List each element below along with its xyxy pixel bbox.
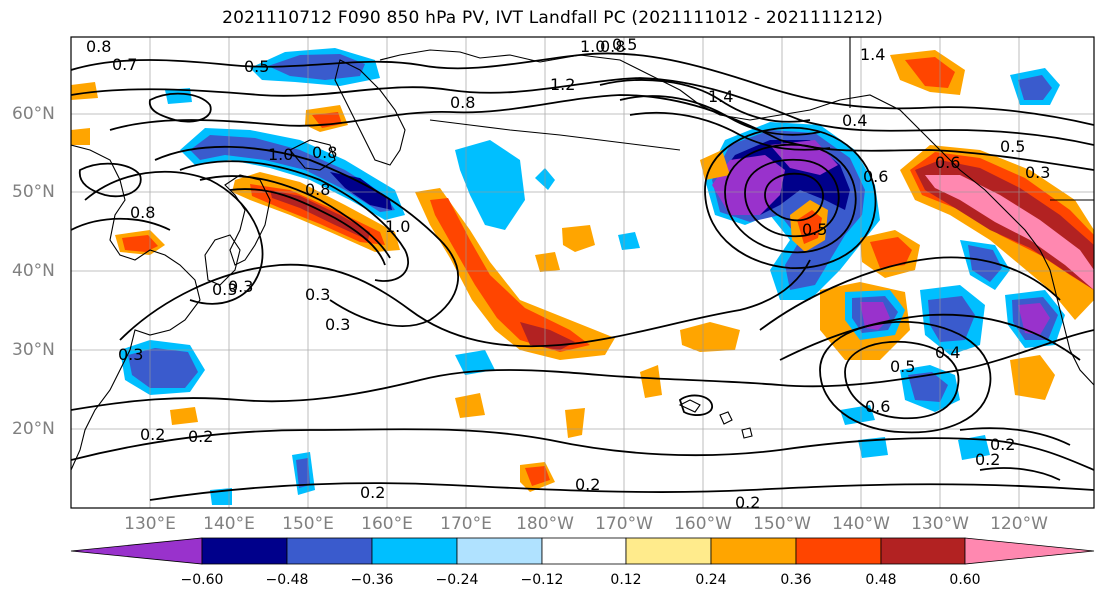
colorbar <box>70 537 1095 565</box>
colorbar-tick-label: −0.48 <box>265 572 309 588</box>
contour-label: 0.3 <box>325 315 350 334</box>
contour-label: 1.0 <box>268 145 293 164</box>
contour-label: 0.8 <box>600 37 625 56</box>
contour-label: 0.6 <box>865 397 890 416</box>
latitude-label: 40°N <box>12 261 55 281</box>
colorbar-segment <box>201 537 288 565</box>
ivt-contours <box>71 52 1094 501</box>
colorbar-tick-label: 0.12 <box>610 572 642 588</box>
contour-label: 0.4 <box>842 111 867 130</box>
contour-label: 0.5 <box>802 220 827 239</box>
map-frame <box>70 36 1095 509</box>
latitude-label: 30°N <box>12 340 55 360</box>
coastlines <box>71 37 1094 471</box>
colorbar-tick-label: −0.12 <box>520 572 564 588</box>
latitude-label: 60°N <box>12 104 55 124</box>
contour-label: 0.2 <box>575 475 600 494</box>
colorbar-tick-label: −0.24 <box>435 572 479 588</box>
contour-label: 0.6 <box>863 167 888 186</box>
longitude-label: 170°W <box>595 514 653 534</box>
contour-label: 0.2 <box>140 425 165 444</box>
contour-label: 0.5 <box>244 57 269 76</box>
longitude-label: 160°E <box>361 514 413 534</box>
contour-label: 1.4 <box>860 45 885 64</box>
longitude-label: 120°W <box>990 514 1048 534</box>
contour-label: 1.0 <box>385 217 410 236</box>
colorbar-segment <box>286 537 373 565</box>
contour-label: 0.2 <box>990 435 1015 454</box>
contour-label: 0.8 <box>450 93 475 112</box>
longitude-label: 150°E <box>282 514 334 534</box>
longitude-label: 130°W <box>911 514 969 534</box>
longitude-label: 170°E <box>440 514 492 534</box>
latitude-label: 50°N <box>12 182 55 202</box>
colorbar-segment <box>456 537 543 565</box>
colorbar-segment <box>541 537 627 565</box>
contour-label: 0.4 <box>935 343 960 362</box>
colorbar-tick-label: 0.24 <box>695 572 727 588</box>
contour-label: 0.2 <box>188 427 213 446</box>
contour-label: 0.3 <box>228 277 253 296</box>
colorbar-segment <box>880 537 966 565</box>
contour-label: 0.8 <box>130 203 155 222</box>
colorbar-tick-label: 0.48 <box>865 572 897 588</box>
colorbar-tick-label: −0.36 <box>350 572 394 588</box>
colorbar-segment <box>70 537 203 565</box>
contour-label: 0.2 <box>975 450 1000 469</box>
colorbar-segment <box>710 537 797 565</box>
longitude-label: 130°E <box>124 514 176 534</box>
colorbar-tick-label: 0.60 <box>949 572 981 588</box>
colorbar-segment <box>625 537 712 565</box>
colorbar-segment <box>795 537 882 565</box>
contour-label: 1.4 <box>708 87 733 106</box>
contour-label: 1.2 <box>550 75 575 94</box>
contour-label: 0.5 <box>890 357 915 376</box>
contour-label: 0.3 <box>118 345 143 364</box>
contour-label: 0.2 <box>735 493 760 512</box>
longitude-label: 180°W <box>516 514 574 534</box>
contour-label: 0.2 <box>360 483 385 502</box>
contour-label: 0.7 <box>112 55 137 74</box>
contour-label: 0.3 <box>1025 163 1050 182</box>
contour-label: 0.6 <box>935 153 960 172</box>
colorbar-tick-label: 0.36 <box>780 572 812 588</box>
colorbar-segment <box>964 537 1095 565</box>
map-title: 2021110712 F090 850 hPa PV, IVT Landfall… <box>222 8 883 28</box>
contour-label: 0.3 <box>212 280 237 299</box>
longitude-label: 140°E <box>203 514 255 534</box>
contour-labels: 0.8 0.7 0.5 0.5 1.0 0.8 1.2 0.8 1.4 1.4 … <box>86 35 1050 512</box>
contour-label: 0.8 <box>305 180 330 199</box>
longitude-label: 140°W <box>832 514 890 534</box>
colorbar-segment <box>371 537 458 565</box>
contour-label: 0.5 <box>1000 137 1025 156</box>
colorbar-tick-label: −0.60 <box>180 572 224 588</box>
latitude-label: 20°N <box>12 419 55 439</box>
contour-label: 1.0 <box>580 37 605 56</box>
contour-label: 0.5 <box>612 35 637 54</box>
longitude-label: 150°W <box>753 514 811 534</box>
contour-label: 0.8 <box>86 37 111 56</box>
contour-label: 0.3 <box>305 285 330 304</box>
contour-label: 0.8 <box>312 143 337 162</box>
longitude-label: 160°W <box>674 514 732 534</box>
